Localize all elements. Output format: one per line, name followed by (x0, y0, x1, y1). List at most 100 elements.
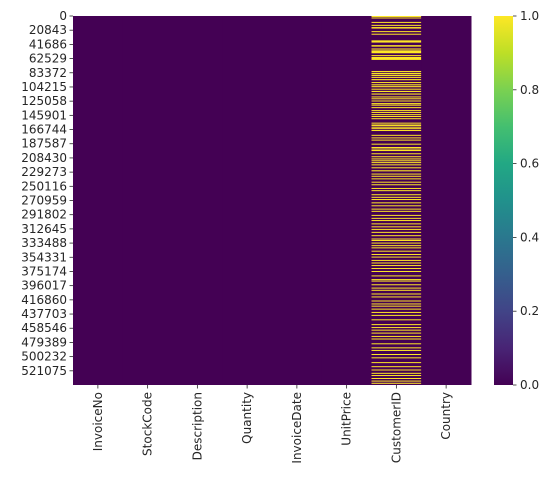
missing-band-customerid (371, 220, 422, 222)
missing-band-customerid (371, 160, 422, 162)
row-tick-label: 416860 (21, 293, 67, 307)
colorbar-tick-label: 0.6 (520, 157, 539, 171)
row-tick-label: 125058 (21, 94, 67, 108)
missing-band-customerid (371, 56, 422, 60)
row-tick-label: 458546 (21, 321, 67, 335)
column-label-country: Country (439, 392, 453, 440)
missing-band-customerid (371, 27, 422, 29)
missing-band-customerid (371, 114, 422, 116)
row-tick-label: 521075 (21, 364, 67, 378)
missing-band-customerid (371, 239, 422, 241)
column-stockcode (122, 16, 173, 385)
missing-band-customerid (371, 262, 422, 264)
missing-band-customerid (371, 72, 422, 75)
column-unitprice (321, 16, 372, 385)
row-tick-labels: 0208434168662529833721042151250581459011… (21, 9, 73, 378)
missing-band-customerid (371, 162, 422, 164)
missing-band-customerid (371, 137, 422, 139)
missing-band-customerid (371, 238, 422, 240)
missing-band-customerid (371, 372, 422, 374)
missing-band-customerid (371, 231, 422, 233)
column-country (421, 16, 472, 385)
missing-band-customerid (371, 380, 422, 382)
column-quantity (222, 16, 273, 385)
missing-band-customerid (371, 170, 422, 172)
missing-band-customerid (371, 48, 422, 50)
missing-band-customerid (371, 158, 422, 160)
missing-band-customerid (371, 268, 422, 270)
missing-band-customerid (371, 130, 422, 132)
missing-band-customerid (371, 369, 422, 371)
missing-band-customerid (371, 122, 422, 124)
missing-band-customerid (371, 332, 422, 334)
colorbar-gradient (494, 16, 513, 385)
missing-band-customerid (371, 226, 422, 228)
colorbar-tick-label: 0.8 (520, 83, 539, 97)
missing-band-customerid (371, 308, 422, 310)
missing-band-customerid (371, 70, 422, 72)
row-tick-label: 41686 (29, 37, 67, 51)
missing-band-customerid (371, 293, 422, 295)
row-tick-label: 104215 (21, 80, 67, 94)
missing-band-customerid (371, 98, 422, 100)
missing-band-customerid (371, 181, 422, 183)
missing-band-customerid (371, 50, 422, 54)
missing-band-customerid (371, 300, 422, 302)
missing-band-customerid (371, 90, 422, 93)
missing-band-customerid (371, 280, 422, 282)
missing-band-customerid (371, 149, 422, 152)
missing-band-customerid (371, 187, 422, 189)
missing-band-customerid (371, 153, 422, 155)
missing-band-customerid (371, 164, 422, 166)
row-tick-label: 437703 (21, 307, 67, 321)
missing-band-customerid (371, 247, 422, 249)
missing-band-customerid (371, 338, 422, 340)
missing-band-customerid (371, 223, 422, 225)
missing-band-customerid (371, 190, 422, 192)
missing-band-customerid (371, 375, 422, 377)
column-label-quantity: Quantity (240, 392, 254, 444)
row-tick-label: 62529 (29, 52, 67, 66)
missing-band-customerid (371, 287, 422, 289)
missing-band-customerid (371, 175, 422, 177)
missing-band-customerid (371, 93, 422, 95)
missing-band-customerid (371, 24, 422, 26)
missing-band-customerid (371, 214, 422, 216)
missing-band-customerid (371, 143, 422, 145)
missing-band-customerid (371, 303, 422, 305)
missing-band-customerid (371, 311, 422, 313)
column-invoicedate (272, 16, 323, 385)
missing-band-customerid (371, 115, 422, 117)
row-tick-label: 208430 (21, 151, 67, 165)
row-tick-label: 500232 (21, 350, 67, 364)
missing-band-customerid (371, 196, 422, 198)
column-tick-labels: InvoiceNo StockCode Description Quantity Inv… (91, 385, 453, 464)
missing-band-customerid (371, 33, 422, 35)
missing-band-customerid (371, 259, 422, 261)
missing-band-customerid (371, 210, 422, 212)
column-label-customerid: CustomerID (389, 392, 403, 463)
missing-band-customerid (371, 96, 422, 98)
missing-band-customerid (371, 79, 422, 81)
colorbar: 0.0 0.2 0.4 0.6 0.8 1.0 (494, 9, 539, 392)
missing-band-customerid (371, 205, 422, 207)
row-tick-label: 291802 (21, 208, 67, 222)
column-label-stockcode: StockCode (141, 392, 155, 456)
missing-band-customerid (371, 178, 422, 180)
missing-band-customerid (371, 314, 422, 316)
row-tick-label: 166744 (21, 123, 67, 137)
missing-band-customerid (371, 366, 422, 368)
missing-band-customerid (371, 173, 422, 175)
missing-band-customerid (371, 256, 422, 258)
missing-band-customerid (371, 347, 422, 349)
missing-band-customerid (371, 279, 422, 281)
missing-band-customerid (371, 289, 422, 291)
row-tick-label: 354331 (21, 250, 67, 264)
missing-band-customerid (371, 128, 422, 130)
missing-band-customerid (371, 45, 422, 47)
row-tick-label: 396017 (21, 279, 67, 293)
missing-band-customerid (371, 354, 422, 356)
column-description (172, 16, 223, 385)
missing-band-customerid (371, 148, 422, 150)
